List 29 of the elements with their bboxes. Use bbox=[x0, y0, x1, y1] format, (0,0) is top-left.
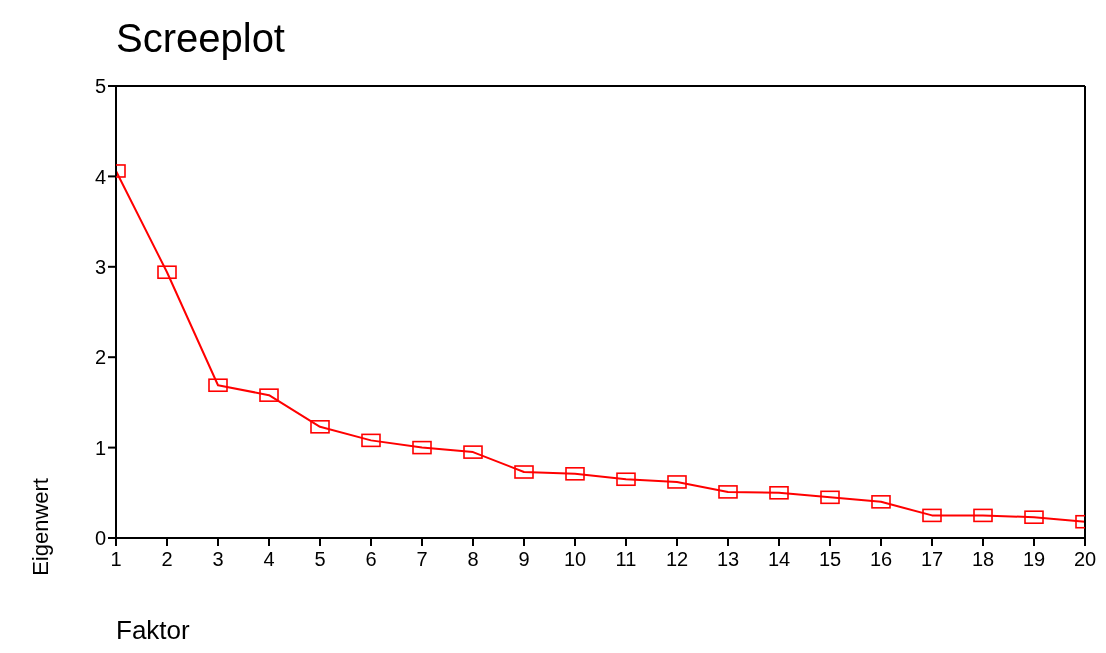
x-tick-label: 2 bbox=[161, 548, 173, 570]
x-tick-label: 8 bbox=[467, 548, 479, 570]
x-tick-label: 10 bbox=[563, 548, 587, 570]
x-tick-label: 1 bbox=[110, 548, 122, 570]
x-tick-label: 14 bbox=[767, 548, 791, 570]
x-tick-label: 4 bbox=[263, 548, 275, 570]
y-tick-label: 5 bbox=[94, 75, 106, 98]
x-tick-label: 18 bbox=[971, 548, 995, 570]
y-tick-label: 0 bbox=[94, 527, 106, 550]
x-tick-label: 13 bbox=[716, 548, 740, 570]
x-tick-label: 16 bbox=[869, 548, 893, 570]
x-tick-label: 15 bbox=[818, 548, 842, 570]
y-tick-label: 1 bbox=[94, 436, 106, 459]
x-tick-label: 20 bbox=[1073, 548, 1097, 570]
x-tick-label: 7 bbox=[416, 548, 428, 570]
y-tick-label: 4 bbox=[94, 165, 106, 188]
x-tick-label: 17 bbox=[920, 548, 944, 570]
x-tick-label: 11 bbox=[615, 548, 637, 570]
x-axis-title: Faktor bbox=[116, 614, 190, 646]
y-tick-label: 2 bbox=[94, 346, 106, 369]
y-axis-title: Eigenwert bbox=[28, 478, 54, 576]
x-tick-label: 5 bbox=[314, 548, 326, 570]
x-tick-label: 19 bbox=[1022, 548, 1046, 570]
x-tick-label: 3 bbox=[212, 548, 224, 570]
x-tick-label: 12 bbox=[665, 548, 689, 570]
chart-title: Screeplot bbox=[116, 16, 285, 61]
y-tick-label: 3 bbox=[94, 255, 106, 278]
x-tick-label: 9 bbox=[518, 548, 530, 570]
x-tick-label: 6 bbox=[365, 548, 377, 570]
